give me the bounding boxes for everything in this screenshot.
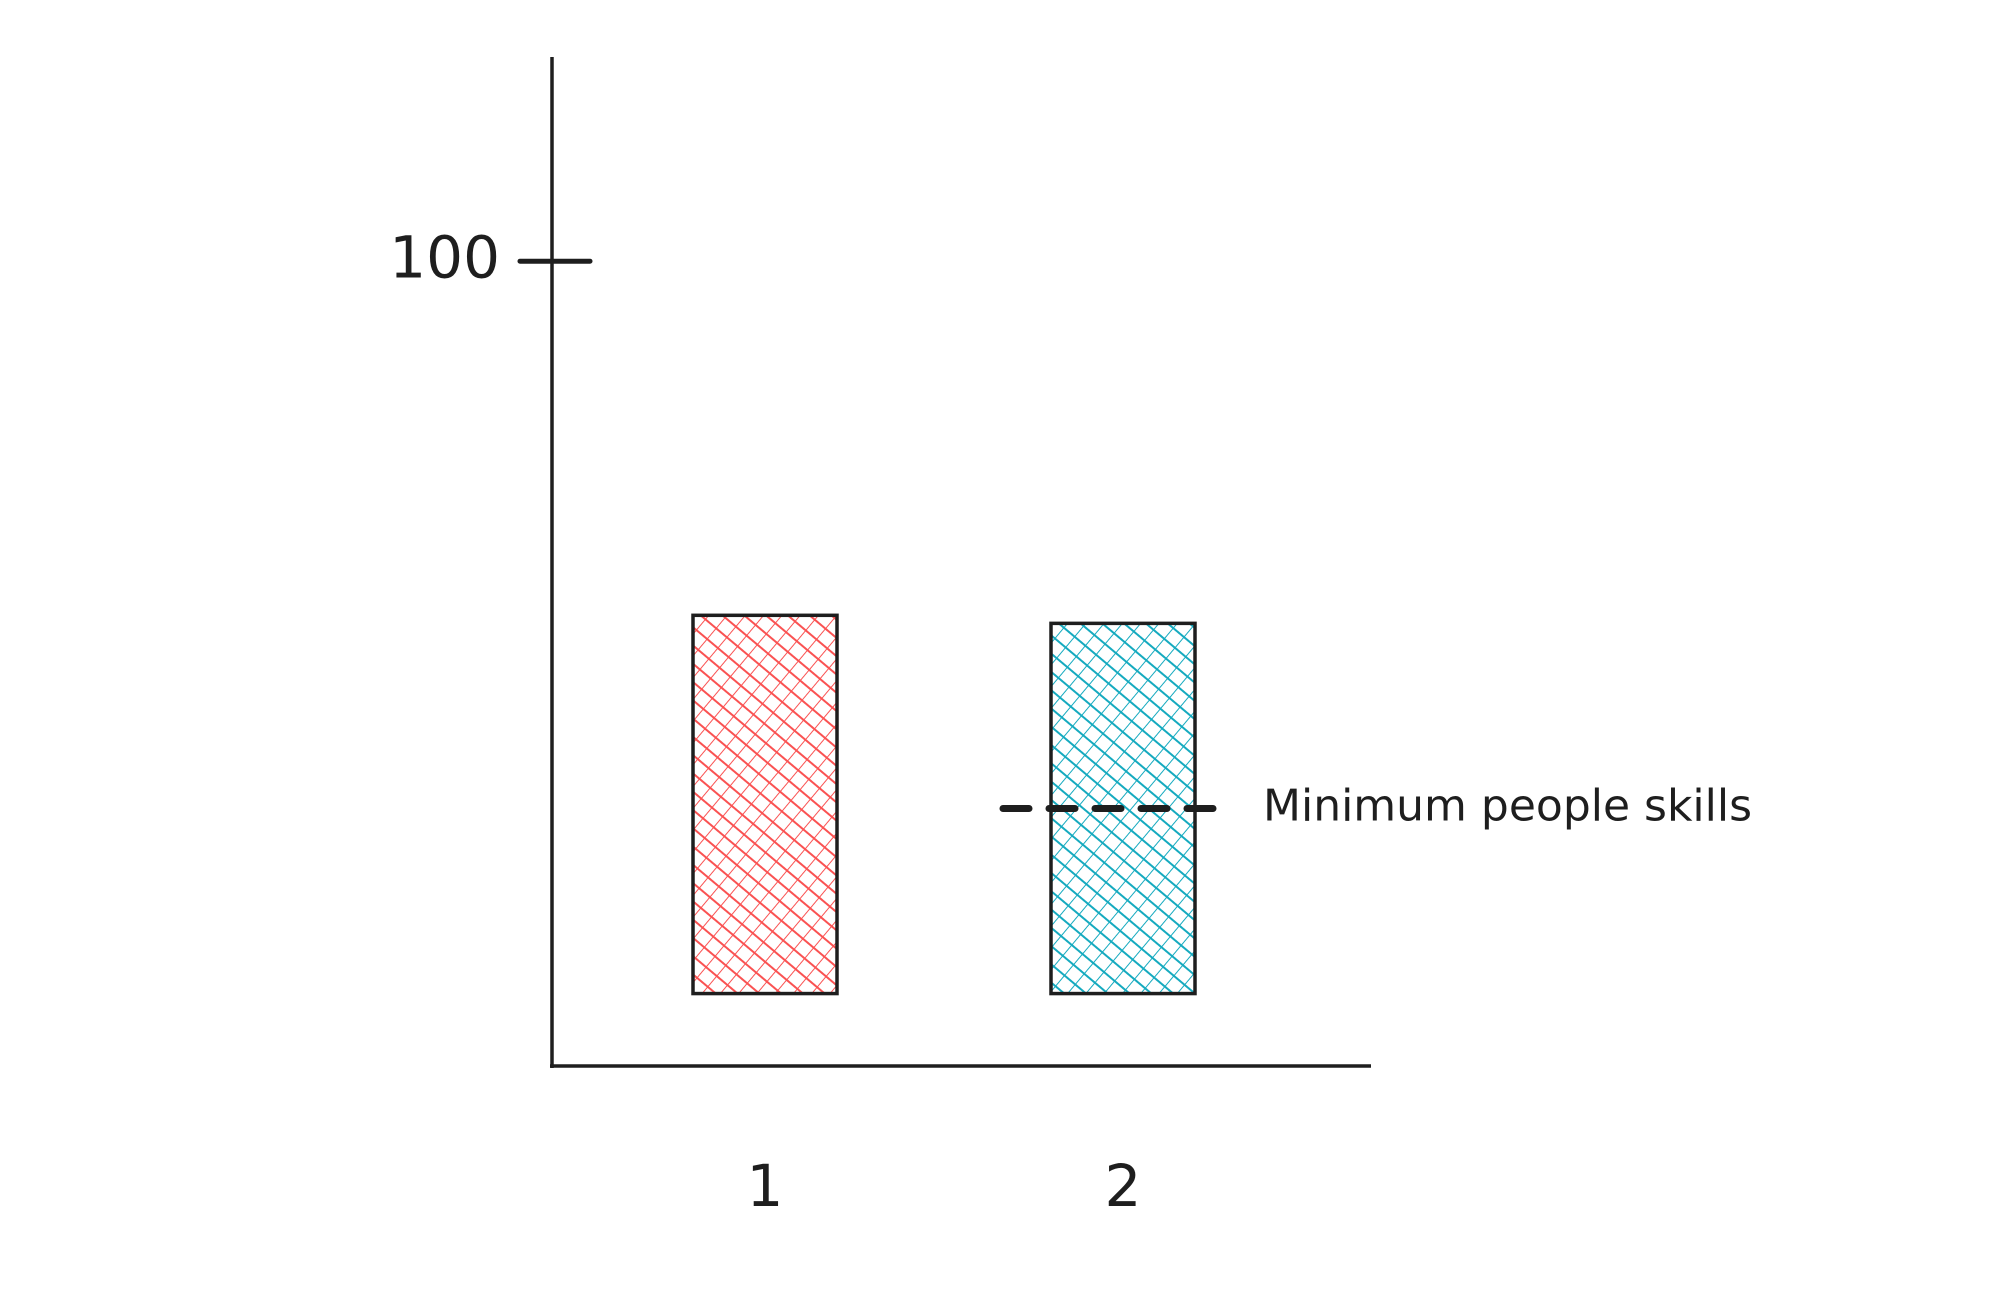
y-tick-label: 100 bbox=[389, 223, 500, 291]
reference-label: Minimum people skills bbox=[1263, 780, 1752, 831]
x-tick-label: 1 bbox=[747, 1152, 784, 1220]
bar bbox=[691, 613, 839, 996]
x-tick-label: 2 bbox=[1105, 1152, 1142, 1220]
